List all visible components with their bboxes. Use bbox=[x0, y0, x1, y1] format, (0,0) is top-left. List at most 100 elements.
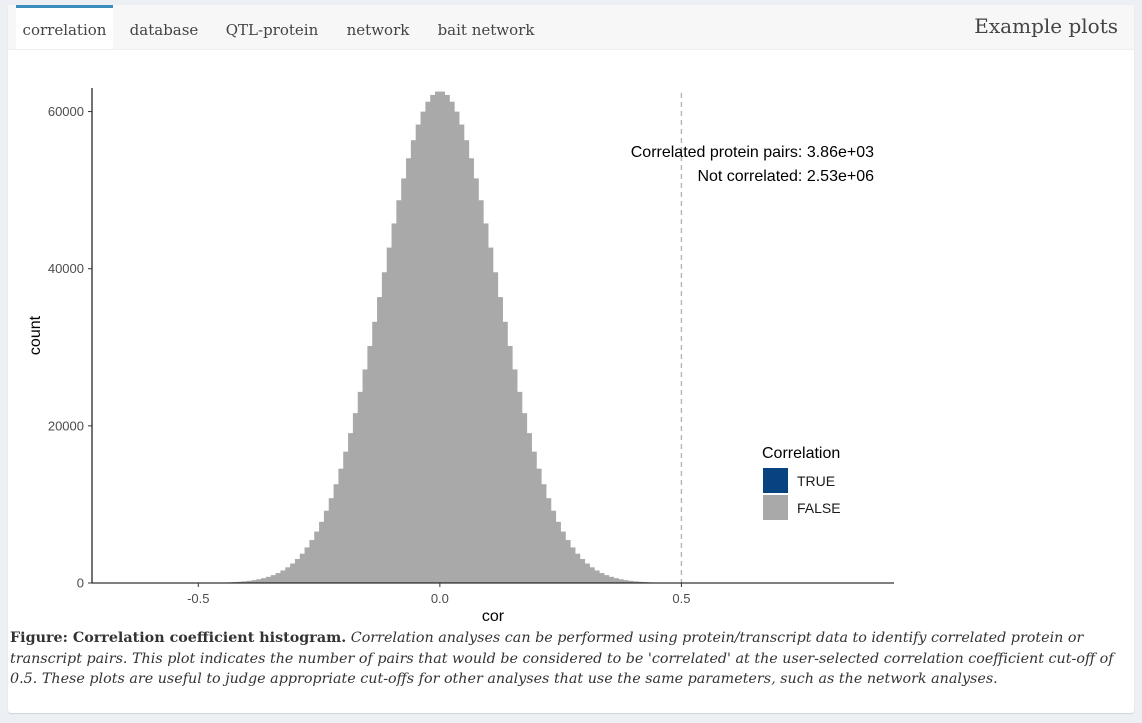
histogram-bar bbox=[299, 553, 305, 583]
histogram-bar bbox=[497, 297, 503, 583]
histogram-bar bbox=[362, 369, 368, 583]
histogram-bar bbox=[637, 581, 644, 583]
histogram-bar bbox=[420, 111, 426, 583]
histogram-bar bbox=[439, 91, 445, 583]
tab-qtl-protein[interactable]: QTL-protein bbox=[225, 21, 319, 39]
histogram-bar bbox=[241, 581, 247, 583]
histogram-bar bbox=[280, 570, 286, 583]
histogram-bar bbox=[294, 559, 301, 583]
histogram-bar bbox=[323, 510, 330, 583]
histogram-bar bbox=[546, 498, 552, 583]
histogram-bar bbox=[372, 321, 378, 583]
histogram-bar bbox=[406, 158, 412, 583]
histogram-bar bbox=[444, 94, 450, 583]
histogram-bar bbox=[265, 576, 272, 583]
histogram-bar bbox=[352, 413, 359, 583]
histogram-bar bbox=[381, 272, 388, 583]
histogram-bar bbox=[493, 272, 499, 583]
y-tick-label: 0 bbox=[77, 576, 84, 591]
histogram-bar bbox=[608, 576, 615, 583]
annotation-not-correlated: Not correlated: 2.53e+06 bbox=[697, 168, 874, 185]
histogram-bar bbox=[512, 369, 518, 583]
histogram-bar bbox=[570, 547, 576, 583]
histogram-bar bbox=[391, 223, 397, 583]
histogram-bar bbox=[478, 200, 484, 583]
histogram-bar bbox=[555, 521, 561, 583]
histogram-bar bbox=[343, 451, 349, 583]
histogram-bar bbox=[536, 468, 542, 583]
y-tick-label: 20000 bbox=[48, 418, 84, 433]
histogram-bar bbox=[309, 540, 315, 583]
histogram-bar bbox=[502, 321, 508, 583]
histogram-bars bbox=[222, 91, 658, 583]
tab-correlation[interactable]: correlation bbox=[16, 5, 113, 49]
histogram-bar bbox=[550, 510, 557, 583]
histogram-bar bbox=[251, 580, 257, 583]
y-tick-label: 40000 bbox=[48, 261, 84, 276]
histogram-bar bbox=[386, 247, 392, 583]
histogram-bar bbox=[290, 563, 296, 583]
histogram-bar bbox=[521, 413, 528, 583]
histogram-bar bbox=[560, 531, 566, 583]
histogram-bar bbox=[333, 484, 339, 583]
histogram-bar bbox=[604, 575, 610, 583]
histogram-bar bbox=[319, 521, 325, 583]
histogram-bar bbox=[488, 247, 494, 583]
histogram-bar bbox=[435, 91, 441, 583]
histogram-bar bbox=[517, 391, 523, 583]
caption-text: Correlation analyses can be performed us… bbox=[10, 630, 1114, 687]
histogram-bar bbox=[377, 297, 383, 583]
histogram-bar bbox=[594, 570, 600, 583]
histogram-bar bbox=[314, 531, 320, 583]
histogram-bar bbox=[454, 111, 460, 583]
histogram-bar bbox=[396, 200, 402, 583]
histogram-bar bbox=[357, 391, 363, 583]
histogram-bar bbox=[285, 567, 291, 583]
histogram-bar bbox=[338, 468, 344, 583]
histogram-bar bbox=[415, 124, 421, 583]
tab-bait-network[interactable]: bait network bbox=[437, 21, 535, 39]
histogram-bar bbox=[565, 540, 571, 583]
histogram-bar bbox=[256, 579, 262, 583]
legend: Correlation TRUE FALSE bbox=[762, 445, 841, 520]
histogram-bar bbox=[261, 578, 267, 583]
tab-database[interactable]: database bbox=[129, 21, 199, 39]
histogram-bar bbox=[236, 581, 243, 583]
histogram-bar bbox=[613, 578, 619, 583]
y-axis-ticks: 0 20000 40000 60000 bbox=[48, 104, 92, 591]
histogram-bar bbox=[623, 580, 629, 583]
figure-caption: Figure: Correlation coefficient histogra… bbox=[10, 628, 1120, 690]
y-axis-label: count bbox=[27, 315, 44, 355]
histogram-bar bbox=[275, 573, 281, 583]
histogram-bar bbox=[531, 451, 537, 583]
histogram-bar bbox=[270, 575, 276, 583]
legend-label-true: TRUE bbox=[797, 473, 835, 489]
histogram-bar bbox=[575, 553, 581, 583]
legend-key-false bbox=[763, 495, 788, 520]
caption-title: Figure: Correlation coefficient histogra… bbox=[10, 630, 347, 646]
histogram-bar bbox=[430, 94, 436, 583]
example-plots-panel: correlation database QTL-protein network… bbox=[8, 5, 1134, 713]
histogram-bar bbox=[348, 433, 354, 583]
histogram-bar bbox=[459, 124, 465, 583]
histogram-bar bbox=[628, 580, 634, 583]
histogram-bar bbox=[526, 433, 532, 583]
x-tick-label: 0.0 bbox=[431, 591, 449, 606]
legend-title: Correlation bbox=[762, 445, 840, 462]
histogram-bar bbox=[584, 563, 590, 583]
tab-network[interactable]: network bbox=[346, 21, 410, 39]
x-axis-label: cor bbox=[482, 608, 505, 625]
histogram-bar bbox=[633, 581, 639, 583]
histogram-bar bbox=[246, 580, 252, 583]
tab-bar: correlation database QTL-protein network… bbox=[8, 5, 1134, 50]
histogram-bar bbox=[464, 140, 470, 583]
y-tick-label: 60000 bbox=[48, 104, 84, 119]
histogram-bar bbox=[304, 547, 310, 583]
legend-label-false: FALSE bbox=[797, 500, 841, 516]
histogram-bar bbox=[507, 345, 513, 583]
histogram-bar bbox=[410, 140, 416, 583]
x-tick-label: 0.5 bbox=[672, 591, 690, 606]
histogram-bar bbox=[618, 579, 624, 583]
histogram-bar bbox=[541, 484, 547, 583]
histogram-bar bbox=[328, 498, 334, 583]
